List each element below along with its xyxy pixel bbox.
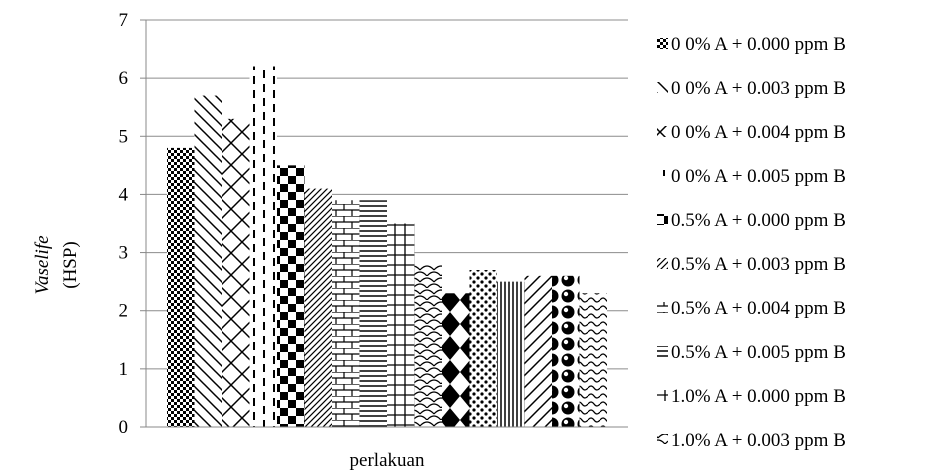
legend-item: 0.5% A + 0.005 ppm B	[657, 342, 846, 363]
bar	[359, 200, 387, 427]
bar	[579, 293, 607, 427]
legend-marker	[657, 38, 668, 49]
legend-item: 0 0% A + 0.003 ppm B	[657, 78, 846, 99]
bars	[167, 66, 607, 427]
bar	[414, 264, 442, 427]
x-axis-label: perlakuan	[350, 450, 425, 470]
legend-item: 1.0% A + 0.003 ppm B	[657, 430, 846, 451]
legend-marker	[657, 434, 668, 445]
legend-label: 0 0% A + 0.004 ppm B	[671, 122, 846, 143]
legend-marker	[657, 126, 668, 137]
legend-marker	[657, 170, 668, 181]
legend: 0 0% A + 0.000 ppm B 0 0% A + 0.003 ppm B…	[657, 34, 846, 451]
bar	[222, 118, 250, 427]
bar	[304, 188, 332, 427]
legend-label: 0.5% A + 0.003 ppm B	[671, 254, 846, 275]
legend-item: 1.0% A + 0.000 ppm B	[657, 386, 846, 407]
legend-item: 0 0% A + 0.000 ppm B	[657, 34, 846, 55]
legend-item: 0.5% A + 0.004 ppm B	[657, 298, 846, 319]
y-tick-label: 1	[119, 359, 129, 380]
y-axis-label: (HSP)	[60, 241, 81, 289]
legend-label: 0.5% A + 0.004 ppm B	[671, 298, 846, 319]
bar	[277, 165, 305, 427]
bar	[194, 95, 222, 427]
legend-label: 0 0% A + 0.003 ppm B	[671, 78, 846, 99]
y-tick-label: 0	[119, 417, 129, 438]
bar	[524, 275, 552, 427]
axes	[145, 20, 628, 428]
bar	[387, 223, 415, 427]
bar	[552, 275, 580, 427]
legend-marker	[657, 258, 668, 269]
legend-marker	[657, 302, 668, 313]
bar	[442, 293, 470, 427]
legend-item: 0 0% A + 0.005 ppm B	[657, 166, 846, 187]
legend-label: 0.5% A + 0.000 ppm B	[671, 210, 846, 231]
legend-marker	[657, 390, 668, 401]
bar	[167, 147, 195, 427]
bar	[497, 281, 525, 427]
legend-label: 1.0% A + 0.003 ppm B	[671, 430, 846, 451]
legend-item: 0.5% A + 0.003 ppm B	[657, 254, 846, 275]
y-tick-label: 5	[119, 126, 129, 147]
legend-label: 0 0% A + 0.005 ppm B	[671, 166, 846, 187]
legend-marker	[657, 214, 668, 225]
legend-marker	[657, 82, 668, 93]
y-tick-label: 2	[119, 301, 129, 322]
legend-label: 0.5% A + 0.005 ppm B	[671, 342, 846, 363]
legend-label: 0 0% A + 0.000 ppm B	[671, 34, 846, 55]
legend-item: 0 0% A + 0.004 ppm B	[657, 122, 846, 143]
y-tick-label: 4	[119, 184, 129, 205]
bar	[332, 200, 360, 427]
y-axis-label-italic: Vaselife	[32, 235, 53, 294]
y-tick-label: 7	[119, 10, 129, 31]
bar	[249, 66, 277, 427]
y-tick-label: 3	[119, 243, 129, 264]
bar	[469, 270, 497, 427]
legend-label: 1.0% A + 0.000 ppm B	[671, 386, 846, 407]
y-tick-label: 6	[119, 68, 129, 89]
legend-marker	[657, 346, 668, 357]
y-tick-labels: 0 1 2 3 4 5 6 7	[119, 10, 146, 438]
legend-item: 0.5% A + 0.000 ppm B	[657, 210, 846, 231]
